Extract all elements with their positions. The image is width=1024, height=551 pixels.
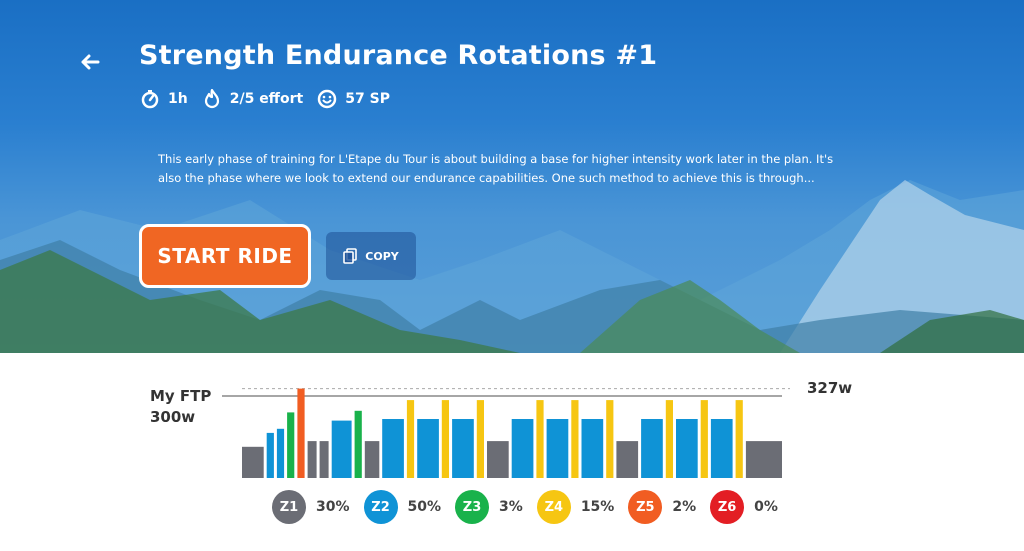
zone-z3: Z3 3% <box>455 490 523 524</box>
sp-text: 57 SP <box>345 91 390 107</box>
workout-bar-z1 <box>319 441 329 478</box>
workout-title: Strength Endurance Rotations #1 <box>139 40 658 71</box>
workout-profile-chart: My FTP 300w 327w Z1 30% Z2 50% Z3 3% Z4 15% Z5 2%… <box>0 353 1024 551</box>
effort-text: 2/5 effort <box>229 91 304 107</box>
zone-z1: Z1 30% <box>272 490 350 524</box>
workout-bar-z2 <box>511 419 534 478</box>
zone-percentage: 30% <box>316 499 350 515</box>
zone-percentage: 3% <box>499 499 523 515</box>
arrow-left-icon <box>81 54 100 70</box>
workout-bar-z1 <box>364 441 380 478</box>
zone-badge: Z4 <box>536 490 571 524</box>
zone-percentage: 0% <box>754 499 778 515</box>
workout-bar-z4 <box>476 400 484 478</box>
ftp-value: 300w <box>150 408 196 426</box>
workout-bar-z2 <box>382 419 404 478</box>
ftp-label: My FTP <box>150 387 212 405</box>
copy-button[interactable]: COPY <box>326 232 416 280</box>
workout-bar-z3 <box>287 412 295 478</box>
workout-bar-z4 <box>536 400 544 478</box>
zone-percentage: 15% <box>580 499 615 515</box>
zone-z2: Z2 50% <box>363 490 442 524</box>
workout-description: This early phase of training for L'Etape… <box>158 152 834 185</box>
zone-percentage: 50% <box>407 499 442 515</box>
zone-distribution: Z1 30% Z2 50% Z3 3% Z4 15% Z5 2% Z6 0% <box>272 490 792 524</box>
workout-bar-z4 <box>665 400 673 478</box>
copy-icon <box>343 248 358 264</box>
start-ride-button[interactable]: START RIDE <box>139 224 311 288</box>
workout-bar-z2 <box>276 428 285 478</box>
workout-bar-z4 <box>735 400 743 478</box>
copy-label: COPY <box>365 249 399 263</box>
workout-bar-z1 <box>307 441 317 478</box>
workout-bar-z5 <box>297 388 305 478</box>
max-power-label: 327w <box>807 379 853 397</box>
workout-bar-z4 <box>700 400 708 478</box>
duration-meta: 1h <box>140 89 188 109</box>
workout-bar-z2 <box>581 419 604 478</box>
workout-bar-z2 <box>266 432 274 478</box>
workout-bar-z3 <box>354 410 362 478</box>
zone-badge: Z6 <box>710 490 745 524</box>
workout-bar-z2 <box>641 419 663 478</box>
workout-bar-z1 <box>745 441 782 478</box>
zone-z6: Z6 0% <box>710 490 778 524</box>
workout-bar-z1 <box>242 446 264 478</box>
workout-bar-z2 <box>710 419 733 478</box>
zone-percentage: 2% <box>672 499 697 515</box>
flame-icon <box>204 89 219 109</box>
workout-hero: Strength Endurance Rotations #1 1h 2/5 e… <box>0 0 1024 353</box>
workout-bar-z2 <box>676 419 698 478</box>
workout-bar-z4 <box>571 400 579 478</box>
mountain-background <box>0 180 1024 353</box>
workout-bar-z2 <box>417 419 439 478</box>
duration-text: 1h <box>168 91 188 107</box>
sp-meta: 57 SP <box>317 89 390 109</box>
zone-z5: Z5 2% <box>628 490 696 524</box>
smiley-icon <box>318 89 337 109</box>
zone-badge: Z1 <box>272 490 306 524</box>
workout-bar-z4 <box>441 400 449 478</box>
workout-bar-z1 <box>487 441 509 478</box>
zone-z4: Z4 15% <box>536 490 615 524</box>
zone-badge: Z5 <box>628 490 663 524</box>
stopwatch-icon <box>141 90 159 109</box>
back-button[interactable] <box>78 50 106 78</box>
workout-bar-z1 <box>616 441 639 478</box>
workout-bars <box>222 388 790 478</box>
workout-bar-z2 <box>452 419 474 478</box>
workout-bar-z4 <box>606 400 614 478</box>
workout-bar-z4 <box>406 400 415 478</box>
zone-badge: Z3 <box>455 490 490 524</box>
zone-badge: Z2 <box>363 490 398 524</box>
workout-bar-z2 <box>331 420 352 478</box>
effort-meta: 2/5 effort <box>202 89 304 109</box>
workout-meta: 1h 2/5 effort 57 SP <box>140 89 404 109</box>
workout-bar-z2 <box>546 419 569 478</box>
